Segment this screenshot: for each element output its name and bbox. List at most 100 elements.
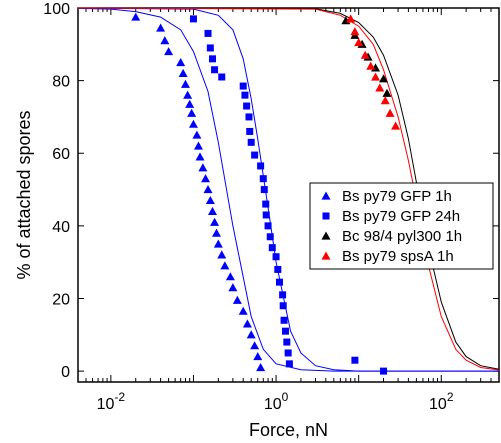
legend: Bs py79 GFP 1h Bs py79 GFP 24h Bc 98/4 pyl… [309, 182, 494, 270]
data-point [213, 239, 223, 248]
data-point [203, 185, 213, 194]
y-tick-label: 60 [52, 146, 70, 163]
data-point [380, 96, 390, 105]
data-point [241, 91, 249, 99]
data-point [257, 162, 265, 170]
data-point [210, 217, 220, 226]
data-point [228, 283, 238, 292]
data-point [239, 82, 247, 90]
data-point [204, 29, 212, 37]
data-point [385, 108, 395, 117]
data-point [193, 141, 203, 150]
data-point [262, 200, 270, 208]
tick-labels: 0 20 40 60 80 100 10-2 100 102 [43, 1, 454, 413]
data-point [250, 341, 260, 350]
data-point [185, 99, 195, 108]
data-point [211, 66, 219, 74]
data-point [391, 121, 401, 130]
data-point [281, 327, 289, 335]
y-tick-label: 100 [43, 1, 70, 18]
data-point [192, 130, 202, 139]
data-point [280, 316, 288, 324]
data-point [284, 349, 292, 357]
data-point [268, 244, 276, 252]
data-point [272, 253, 280, 261]
legend-label: Bc 98/4 pyl300 1h [342, 228, 462, 245]
data-point [259, 175, 267, 183]
y-axis-title: % of attached spores [14, 110, 34, 279]
data-point [266, 233, 274, 241]
fit-curve [77, 7, 500, 370]
data-point [379, 74, 389, 83]
data-point [274, 265, 282, 273]
data-point [382, 88, 392, 97]
legend-marker [321, 231, 331, 240]
data-point [180, 79, 190, 88]
data-point [360, 50, 370, 59]
data-point [156, 23, 166, 32]
data-point [264, 222, 272, 230]
fit-curve [77, 7, 499, 372]
tick-marks [77, 7, 500, 382]
data-point [346, 14, 356, 23]
legend-box [309, 182, 494, 270]
data-point [285, 360, 293, 368]
data-point [371, 72, 381, 81]
data-point [198, 163, 208, 172]
y-tick-label: 20 [52, 291, 70, 308]
data-point [188, 119, 198, 128]
data-point [380, 367, 388, 375]
data-point [242, 319, 252, 328]
data-point [262, 211, 270, 219]
data-point [201, 174, 211, 183]
y-tick-label: 0 [61, 364, 70, 381]
data-point [245, 113, 253, 121]
x-tick-label: 102 [429, 390, 454, 413]
data-point [206, 44, 214, 52]
data-point [246, 127, 254, 135]
legend-marker [321, 251, 331, 260]
x-tick-label: 10-2 [97, 390, 126, 413]
data-point [131, 12, 141, 21]
data-point [243, 102, 251, 110]
legend-label: Bs py79 GFP 24h [342, 208, 460, 225]
data-point [205, 195, 215, 205]
data-point [208, 206, 218, 215]
data-point [176, 57, 186, 67]
data-point [220, 261, 230, 270]
data-point [195, 152, 205, 161]
data-point [375, 83, 385, 92]
data-point [351, 356, 359, 364]
legend-label: Bs py79 spsA 1h [342, 248, 454, 265]
data-point [251, 151, 259, 159]
data-point [260, 186, 268, 194]
x-tick-label: 100 [264, 390, 289, 413]
legend-label: Bs py79 GFP 1h [342, 188, 452, 205]
y-tick-label: 40 [52, 219, 70, 236]
data-point [178, 68, 188, 77]
data-point [253, 352, 263, 361]
data-point [246, 330, 256, 339]
data-point [279, 302, 287, 310]
x-axis-title: Force, nN [249, 420, 328, 440]
legend-marker [321, 191, 331, 200]
data-point [164, 47, 174, 56]
data-point [209, 55, 217, 63]
y-tick-label: 80 [52, 74, 70, 91]
data-point [232, 295, 242, 304]
data-point [283, 338, 291, 346]
fit-curve [77, 7, 499, 372]
data-point [189, 15, 197, 23]
data-point [275, 278, 283, 286]
data-point [366, 61, 376, 70]
data-point [238, 306, 248, 315]
data-point [187, 108, 197, 117]
data-point [354, 37, 364, 47]
data-point [279, 291, 287, 299]
legend-marker [322, 212, 330, 220]
data-point [211, 228, 221, 237]
data-points [131, 12, 401, 375]
data-point [256, 362, 266, 372]
data-point [225, 272, 235, 281]
